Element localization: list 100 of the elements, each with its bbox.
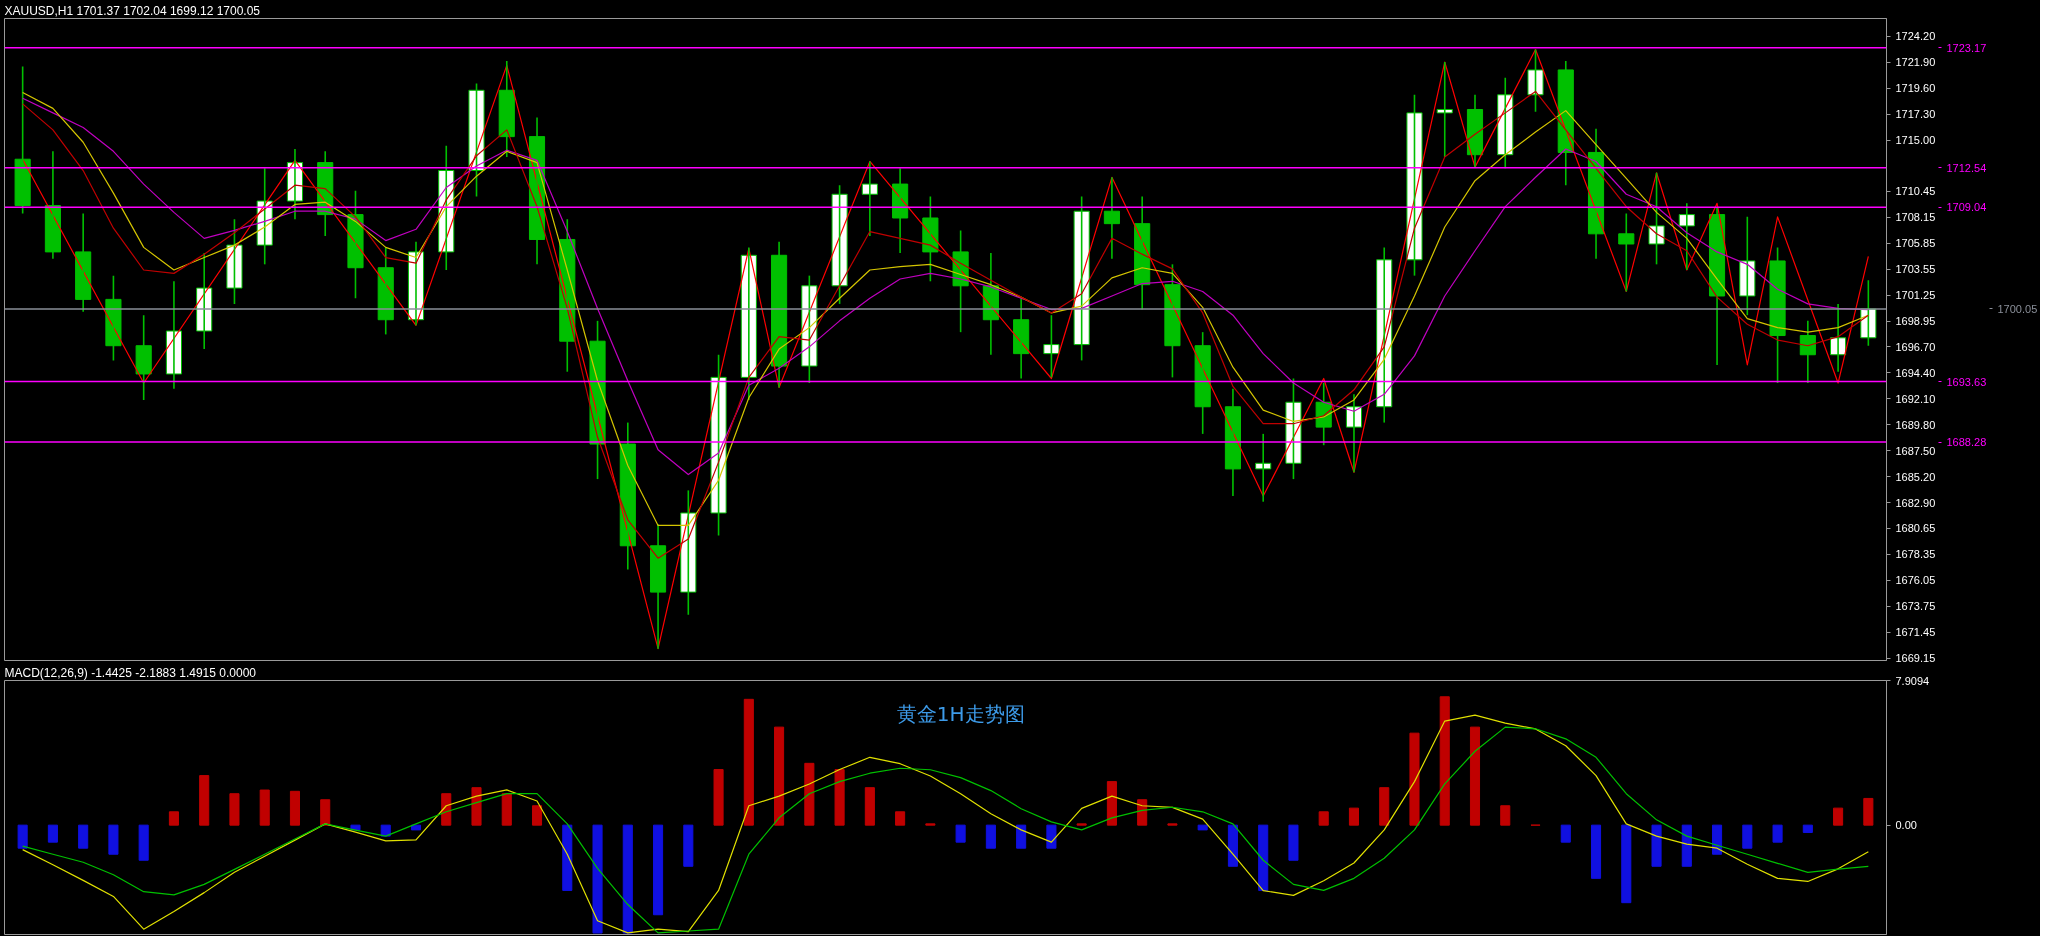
candlestick [861,160,878,237]
y-tick-label: 1724.20 [1895,30,1936,43]
y-tick-label: 1673.75 [1895,600,1936,613]
bar [1469,726,1481,826]
y-tick-label: 1692.10 [1895,392,1936,405]
y-tick-label: 0.00 [1895,819,1917,832]
ref-line-label: 1700.05 [1997,302,2038,315]
y-tick-label: 1717.30 [1895,108,1936,121]
chart-title: XAUUSD,H1 1701.37 1702.04 1699.12 1700.05 [4,3,261,18]
bar [1379,787,1390,826]
bar [1500,805,1511,826]
bar [1227,824,1238,867]
bar [259,789,270,826]
y-tick-label: 1680.65 [1895,522,1936,535]
y-tick-label: 1698.95 [1895,315,1936,328]
bar [1016,824,1027,849]
y-tick-label: 1682.90 [1895,496,1936,509]
y-tick-label: 1715.00 [1895,134,1936,147]
candlestick [680,489,697,616]
candlestick [1769,246,1786,384]
bar [562,824,573,891]
y-tick-label: 1687.50 [1895,444,1936,457]
candlestick [135,314,152,401]
bar [1863,797,1874,826]
candlestick [1436,61,1453,158]
bar [1802,824,1813,833]
candlestick [1255,433,1272,503]
ref-line-label: 1723.17 [1946,41,1987,54]
candlestick [1043,314,1060,379]
bar [47,824,58,843]
y-tick-label: 1705.85 [1895,237,1936,250]
bar [1833,807,1844,826]
bar [78,824,89,849]
y-tick-label: 1708.15 [1895,211,1936,224]
candlestick [1678,202,1695,271]
chart-title: MACD(12,26,9) -1.4425 -2.1883 1.4915 0.0000 [4,665,257,680]
bar [955,824,966,843]
bar [1046,824,1057,849]
candlestick [1194,331,1211,435]
y-tick-label: 1671.45 [1895,626,1936,639]
y-tick-label: 1696.70 [1895,340,1936,353]
bar [804,762,815,826]
bar [743,698,754,826]
ref-line-label: 1693.63 [1946,375,1987,388]
candlestick [1527,48,1544,113]
bar [683,824,694,867]
ref-line-label: 1709.04 [1946,201,1987,214]
bar [864,787,875,826]
candlestick [226,218,243,305]
y-tick-label: 1719.60 [1895,82,1936,95]
bar [653,824,664,916]
bar [320,799,331,826]
candlestick [1164,263,1181,379]
y-tick-label: 1669.15 [1895,652,1936,665]
bar [229,793,240,826]
y-tick-label: 1678.35 [1895,548,1936,561]
candlestick [831,184,848,305]
bar [108,824,119,855]
bar [713,769,724,826]
bar [985,824,996,849]
bar [774,726,785,826]
bar [1106,781,1117,826]
bar [531,805,543,826]
ref-line-label: 1688.28 [1946,436,1987,449]
ref-line-label: 1712.54 [1946,161,1987,174]
y-tick-label: 1694.40 [1895,366,1936,379]
candlestick [1648,171,1665,266]
bar [1258,824,1269,891]
y-tick-label: 7.9094 [1895,674,1930,687]
y-tick-label: 1721.90 [1895,56,1936,69]
bar [138,824,149,861]
bar [168,811,179,826]
bar [410,824,422,831]
bar [1621,824,1632,904]
bar [592,824,603,934]
bar [1772,824,1783,843]
y-tick-label: 1676.05 [1895,574,1936,587]
y-tick-label: 1710.45 [1895,185,1936,198]
y-tick-label: 1701.25 [1895,289,1936,302]
bar [17,824,28,849]
bar [895,811,906,826]
candlestick [14,65,31,215]
bar [1590,824,1602,879]
bar [1409,732,1420,826]
bar [834,769,845,826]
candlestick [922,195,939,283]
candlestick [1406,93,1423,277]
bar [471,787,482,826]
bar [1560,824,1571,843]
y-tick-label: 1685.20 [1895,470,1936,483]
annotation: 黄金1H走势图 [896,701,1025,726]
bar [1197,824,1208,831]
bar [501,793,512,826]
candlestick [1739,216,1756,316]
bar [1318,811,1329,826]
bar [1681,824,1692,867]
y-tick-label: 1689.80 [1895,418,1936,431]
y-tick-label: 1703.55 [1895,263,1936,276]
bar [1651,824,1662,867]
bar [1439,696,1450,826]
